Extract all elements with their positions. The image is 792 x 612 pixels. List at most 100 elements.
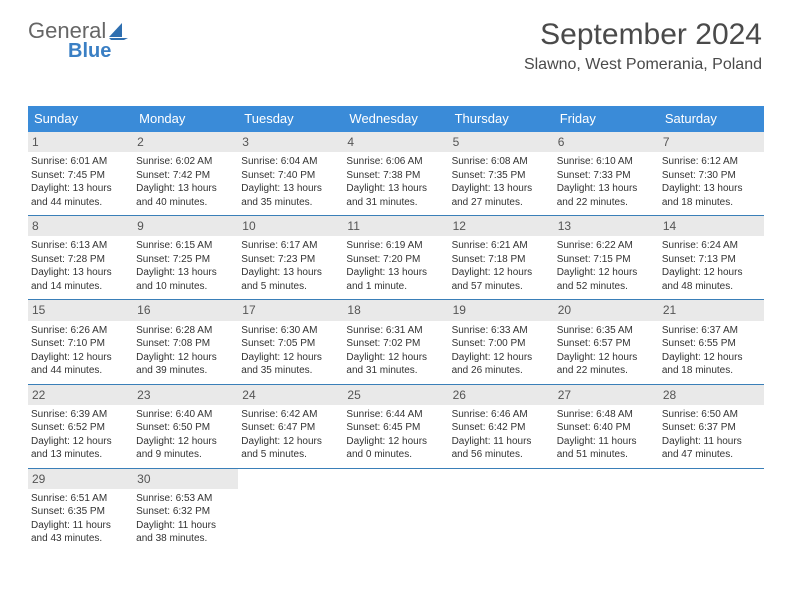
day-number: 25 xyxy=(343,385,448,405)
sunrise-text: Sunrise: 6:39 AM xyxy=(31,408,129,422)
daylight-text: and 40 minutes. xyxy=(136,196,234,210)
daylight-text: Daylight: 13 hours xyxy=(452,182,550,196)
daylight-text: Daylight: 13 hours xyxy=(241,266,339,280)
daylight-text: Daylight: 13 hours xyxy=(662,182,760,196)
daylight-text: and 57 minutes. xyxy=(452,280,550,294)
day-number: 16 xyxy=(133,300,238,320)
daylight-text: Daylight: 12 hours xyxy=(557,351,655,365)
sunrise-text: Sunrise: 6:08 AM xyxy=(452,155,550,169)
daylight-text: Daylight: 13 hours xyxy=(241,182,339,196)
sunset-text: Sunset: 7:40 PM xyxy=(241,169,339,183)
day-cell: 30Sunrise: 6:53 AMSunset: 6:32 PMDayligh… xyxy=(133,469,238,552)
daylight-text: and 1 minute. xyxy=(346,280,444,294)
daylight-text: and 39 minutes. xyxy=(136,364,234,378)
sunrise-text: Sunrise: 6:33 AM xyxy=(452,324,550,338)
brand-word2: Blue xyxy=(68,40,111,63)
day-cell: 20Sunrise: 6:35 AMSunset: 6:57 PMDayligh… xyxy=(554,300,659,383)
daylight-text: Daylight: 13 hours xyxy=(557,182,655,196)
sunrise-text: Sunrise: 6:22 AM xyxy=(557,239,655,253)
sunset-text: Sunset: 6:40 PM xyxy=(557,421,655,435)
brand-logo: General Blue xyxy=(28,18,130,44)
daylight-text: Daylight: 12 hours xyxy=(241,351,339,365)
day-number: 21 xyxy=(659,300,764,320)
daylight-text: and 5 minutes. xyxy=(241,280,339,294)
sunrise-text: Sunrise: 6:37 AM xyxy=(662,324,760,338)
sunrise-text: Sunrise: 6:46 AM xyxy=(452,408,550,422)
day-cell: 26Sunrise: 6:46 AMSunset: 6:42 PMDayligh… xyxy=(449,385,554,468)
sunrise-text: Sunrise: 6:51 AM xyxy=(31,492,129,506)
daylight-text: and 18 minutes. xyxy=(662,364,760,378)
daylight-text: Daylight: 13 hours xyxy=(31,266,129,280)
daylight-text: Daylight: 11 hours xyxy=(452,435,550,449)
day-number: 5 xyxy=(449,132,554,152)
sunrise-text: Sunrise: 6:21 AM xyxy=(452,239,550,253)
day-number: 10 xyxy=(238,216,343,236)
daylight-text: Daylight: 12 hours xyxy=(346,435,444,449)
sunset-text: Sunset: 7:23 PM xyxy=(241,253,339,267)
sunset-text: Sunset: 7:05 PM xyxy=(241,337,339,351)
daylight-text: and 44 minutes. xyxy=(31,196,129,210)
sunset-text: Sunset: 7:45 PM xyxy=(31,169,129,183)
sunset-text: Sunset: 6:37 PM xyxy=(662,421,760,435)
daylight-text: and 56 minutes. xyxy=(452,448,550,462)
daylight-text: Daylight: 12 hours xyxy=(31,351,129,365)
daylight-text: and 48 minutes. xyxy=(662,280,760,294)
sunset-text: Sunset: 7:28 PM xyxy=(31,253,129,267)
daylight-text: Daylight: 12 hours xyxy=(452,266,550,280)
sunrise-text: Sunrise: 6:35 AM xyxy=(557,324,655,338)
day-cell xyxy=(449,469,554,552)
daylight-text: Daylight: 12 hours xyxy=(557,266,655,280)
sunrise-text: Sunrise: 6:15 AM xyxy=(136,239,234,253)
daylight-text: Daylight: 13 hours xyxy=(136,266,234,280)
sunset-text: Sunset: 7:10 PM xyxy=(31,337,129,351)
day-cell: 4Sunrise: 6:06 AMSunset: 7:38 PMDaylight… xyxy=(343,132,448,215)
daylight-text: Daylight: 11 hours xyxy=(31,519,129,533)
daylight-text: and 27 minutes. xyxy=(452,196,550,210)
sunrise-text: Sunrise: 6:24 AM xyxy=(662,239,760,253)
day-number: 17 xyxy=(238,300,343,320)
week-row: 1Sunrise: 6:01 AMSunset: 7:45 PMDaylight… xyxy=(28,132,764,216)
day-number: 12 xyxy=(449,216,554,236)
sunrise-text: Sunrise: 6:44 AM xyxy=(346,408,444,422)
sunrise-text: Sunrise: 6:40 AM xyxy=(136,408,234,422)
day-number: 24 xyxy=(238,385,343,405)
location-subtitle: Slawno, West Pomerania, Poland xyxy=(524,56,762,74)
day-number: 23 xyxy=(133,385,238,405)
sunrise-text: Sunrise: 6:50 AM xyxy=(662,408,760,422)
daylight-text: and 5 minutes. xyxy=(241,448,339,462)
day-number: 15 xyxy=(28,300,133,320)
sunrise-text: Sunrise: 6:02 AM xyxy=(136,155,234,169)
day-cell: 9Sunrise: 6:15 AMSunset: 7:25 PMDaylight… xyxy=(133,216,238,299)
day-number: 29 xyxy=(28,469,133,489)
day-cell: 24Sunrise: 6:42 AMSunset: 6:47 PMDayligh… xyxy=(238,385,343,468)
sunrise-text: Sunrise: 6:12 AM xyxy=(662,155,760,169)
sunrise-text: Sunrise: 6:53 AM xyxy=(136,492,234,506)
daylight-text: Daylight: 12 hours xyxy=(346,351,444,365)
weekday-header: Sunday Monday Tuesday Wednesday Thursday… xyxy=(28,106,764,132)
month-title: September 2024 xyxy=(524,18,762,52)
day-cell: 28Sunrise: 6:50 AMSunset: 6:37 PMDayligh… xyxy=(659,385,764,468)
sunrise-text: Sunrise: 6:30 AM xyxy=(241,324,339,338)
day-number: 7 xyxy=(659,132,764,152)
day-cell: 2Sunrise: 6:02 AMSunset: 7:42 PMDaylight… xyxy=(133,132,238,215)
daylight-text: Daylight: 13 hours xyxy=(346,266,444,280)
day-number: 14 xyxy=(659,216,764,236)
daylight-text: Daylight: 11 hours xyxy=(557,435,655,449)
daylight-text: and 35 minutes. xyxy=(241,196,339,210)
day-cell xyxy=(554,469,659,552)
day-number: 18 xyxy=(343,300,448,320)
weekday-label: Tuesday xyxy=(238,106,343,132)
daylight-text: and 47 minutes. xyxy=(662,448,760,462)
sunset-text: Sunset: 7:18 PM xyxy=(452,253,550,267)
day-cell: 23Sunrise: 6:40 AMSunset: 6:50 PMDayligh… xyxy=(133,385,238,468)
sunrise-text: Sunrise: 6:04 AM xyxy=(241,155,339,169)
day-number: 3 xyxy=(238,132,343,152)
day-cell: 10Sunrise: 6:17 AMSunset: 7:23 PMDayligh… xyxy=(238,216,343,299)
sunrise-text: Sunrise: 6:28 AM xyxy=(136,324,234,338)
daylight-text: and 14 minutes. xyxy=(31,280,129,294)
day-cell: 8Sunrise: 6:13 AMSunset: 7:28 PMDaylight… xyxy=(28,216,133,299)
day-cell: 13Sunrise: 6:22 AMSunset: 7:15 PMDayligh… xyxy=(554,216,659,299)
sunset-text: Sunset: 6:47 PM xyxy=(241,421,339,435)
weekday-label: Sunday xyxy=(28,106,133,132)
day-cell: 7Sunrise: 6:12 AMSunset: 7:30 PMDaylight… xyxy=(659,132,764,215)
